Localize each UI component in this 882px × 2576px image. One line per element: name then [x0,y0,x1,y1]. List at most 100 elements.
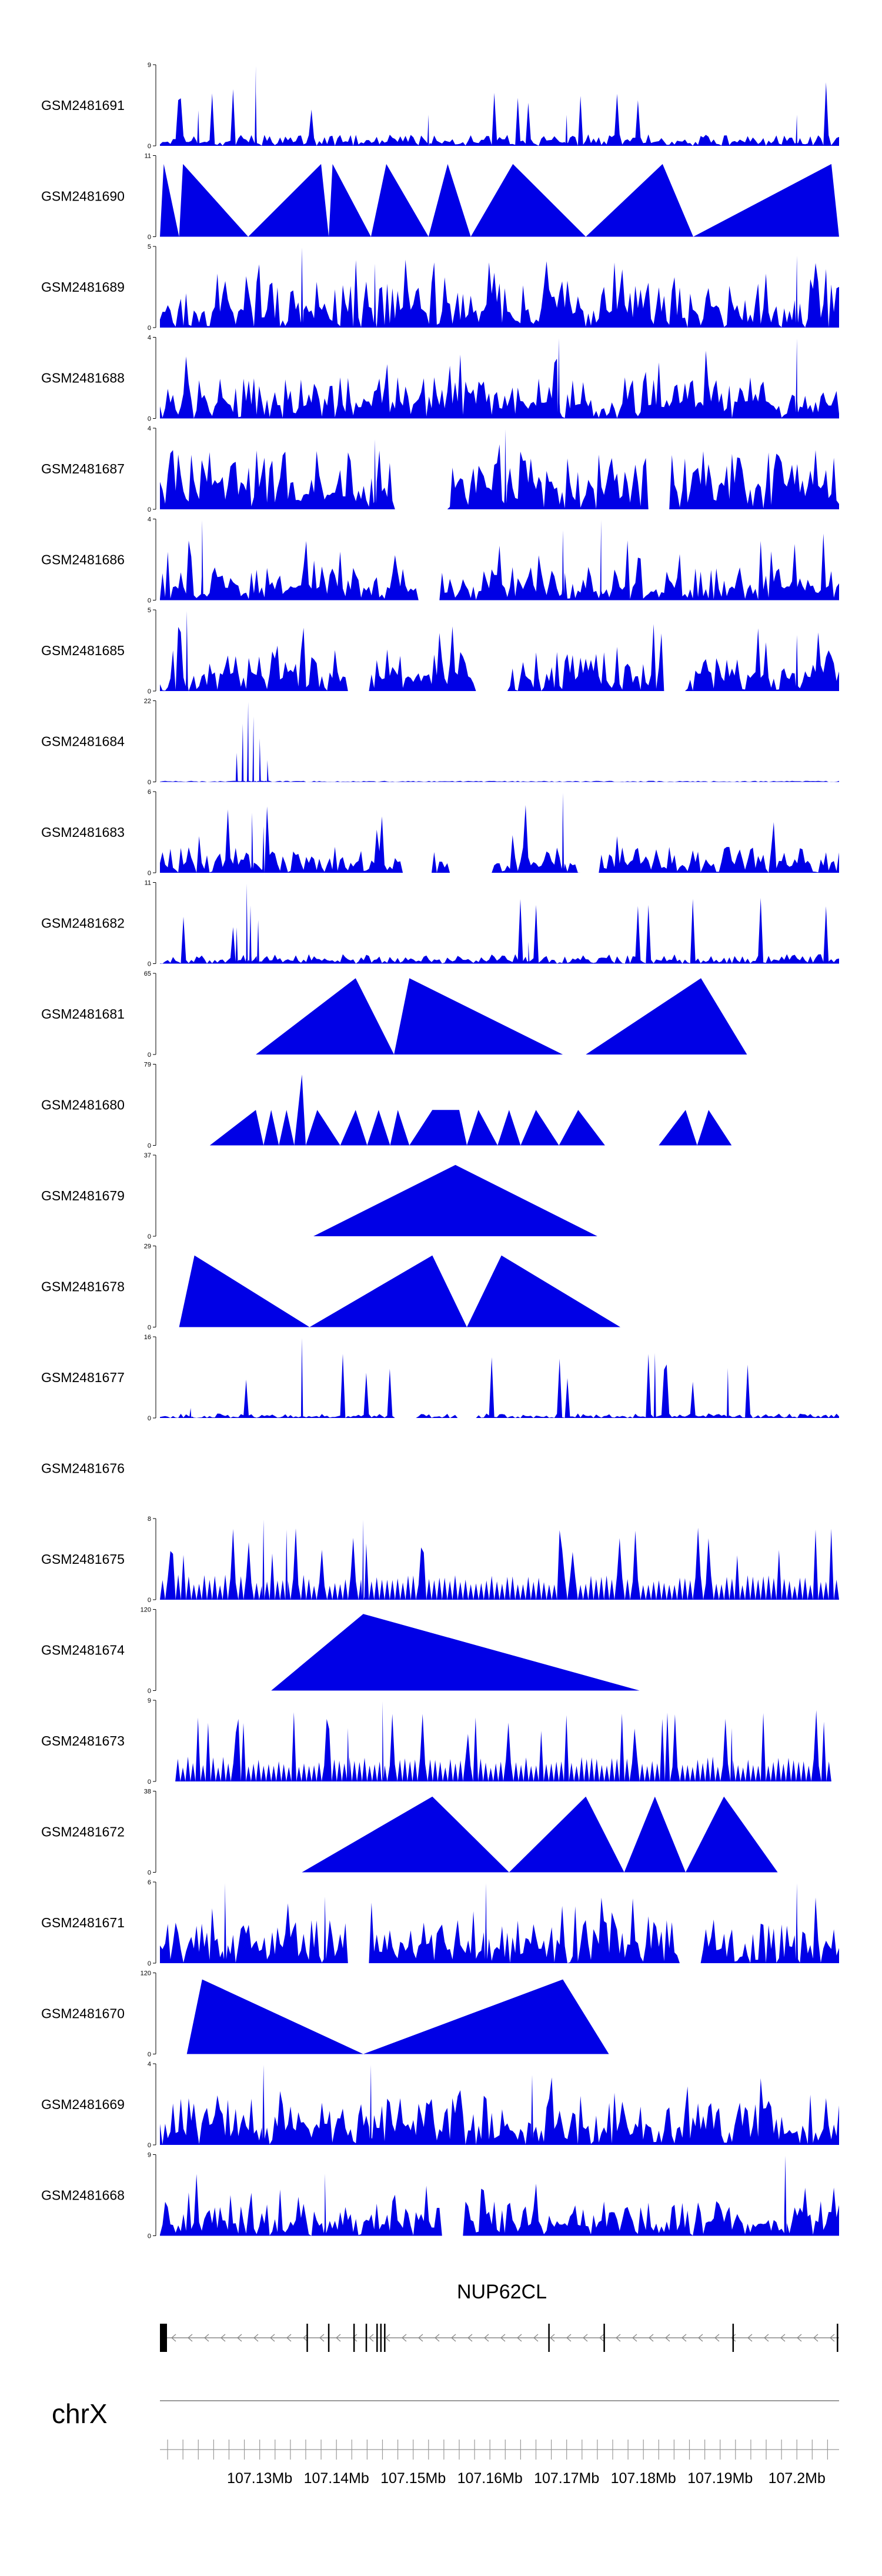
track-y-max-label: 4 [148,425,151,432]
strand-arrow [599,2334,604,2342]
genome-tick-label: 107.15Mb [380,2470,446,2487]
track-y-zero-label: 0 [148,1870,151,1877]
track-y-max-label: 5 [148,607,151,614]
gene-exon [306,2324,308,2352]
track-y-zero-label: 0 [148,2142,151,2149]
strand-arrow [517,2334,522,2342]
track-label: GSM2481672 [41,1824,125,1840]
track-signal-area [160,520,839,600]
track-y-max-label: 22 [144,698,151,705]
track-y-max-label: 37 [144,1152,151,1159]
track-y-zero-label: 0 [148,143,151,150]
strand-arrow [402,2334,407,2342]
track-y-max-label: 120 [141,1607,151,1614]
strand-arrow [632,2334,637,2342]
strand-arrow [451,2334,456,2342]
track-gsm2481679: GSM2481679 37 0 [41,1152,597,1240]
track-y-max-label: 29 [144,1243,151,1250]
track-label: GSM2481688 [41,371,125,386]
track-label: GSM2481691 [41,98,125,113]
track-y-max-label: 16 [144,1334,151,1341]
gene-exon [548,2324,550,2352]
gene-exon [384,2324,386,2352]
genome-tick-label: 107.14Mb [304,2470,369,2487]
track-signal-area [256,978,747,1055]
track-y-max-label: 9 [148,1697,151,1704]
track-y-max-label: 38 [144,1788,151,1796]
track-gsm2481672: GSM2481672 38 0 [41,1788,778,1877]
track-y-zero-label: 0 [148,2051,151,2058]
strand-arrow [533,2334,539,2342]
track-gsm2481668: GSM2481668 9 0 [41,2152,839,2240]
track-signal-area [160,1883,839,1963]
track-label: GSM2481686 [41,552,125,568]
track-gsm2481676: GSM2481676 [41,1461,125,1476]
strand-arrow [813,2334,818,2342]
strand-arrow [204,2334,209,2342]
track-y-zero-label: 0 [148,1415,151,1422]
track-label: GSM2481669 [41,2097,125,2112]
strand-arrow [649,2334,654,2342]
gene-exon [732,2324,734,2352]
track-label: GSM2481687 [41,461,125,476]
track-signal-area [160,611,839,691]
strand-arrow [237,2334,242,2342]
track-signal-area [209,1075,732,1146]
genome-tick-label: 107.2Mb [769,2470,826,2487]
gene-exon [165,2324,167,2352]
track-y-zero-label: 0 [148,1778,151,1786]
track-gsm2481677: GSM2481677 16 0 [41,1334,839,1422]
track-gsm2481671: GSM2481671 6 0 [41,1879,839,1967]
track-gsm2481685: GSM2481685 5 0 [41,607,839,695]
track-label: GSM2481678 [41,1279,125,1294]
track-signal-area [160,248,839,328]
track-label: GSM2481670 [41,2006,125,2021]
track-y-zero-label: 0 [148,961,151,968]
track-signal-area [160,2065,839,2145]
strand-arrow [286,2334,292,2342]
track-y-max-label: 5 [148,243,151,251]
gene-exon [376,2324,378,2352]
track-y-max-label: 9 [148,2152,151,2159]
genome-tick-label: 107.19Mb [687,2470,753,2487]
track-gsm2481681: GSM2481681 65 0 [41,970,747,1059]
track-label: GSM2481689 [41,279,125,295]
track-label: GSM2481679 [41,1188,125,1203]
track-signal-area [160,163,839,237]
gene-annotation-track: NUP62CL [160,2281,839,2352]
gene-exon [837,2324,838,2352]
track-gsm2481686: GSM2481686 4 0 [41,516,839,605]
track-gsm2481684: GSM2481684 22 0 [41,698,839,786]
track-y-max-label: 79 [144,1062,151,1069]
genome-tick-label: 107.13Mb [227,2470,292,2487]
track-gsm2481675: GSM2481675 8 0 [41,1516,839,1604]
strand-arrow [830,2334,835,2342]
strand-arrow [780,2334,786,2342]
strand-arrow [797,2334,802,2342]
track-y-zero-label: 0 [148,779,151,786]
track-signal-area [302,1796,778,1873]
strand-arrow [616,2334,621,2342]
track-signal-area [313,1164,597,1236]
track-y-zero-label: 0 [148,325,151,332]
strand-arrow [352,2334,358,2342]
track-signal-area [160,1520,839,1600]
track-gsm2481680: GSM2481680 79 0 [41,1062,732,1150]
track-y-zero-label: 0 [148,416,151,423]
gene-exon [365,2324,368,2352]
track-signal-area [160,793,839,873]
gene-exon [380,2324,382,2352]
track-y-zero-label: 0 [148,598,151,605]
strand-arrow [500,2334,506,2342]
track-y-max-label: 65 [144,970,151,977]
track-y-zero-label: 0 [148,506,151,513]
strand-arrow [731,2334,736,2342]
track-signal-area [271,1614,640,1691]
gene-name-label: NUP62CL [457,2281,547,2303]
track-y-zero-label: 0 [148,1960,151,1967]
gene-exon [603,2324,605,2352]
track-label: GSM2481673 [41,1733,125,1749]
track-signal-area [179,1255,621,1327]
track-gsm2481691: GSM2481691 9 0 [41,62,839,150]
track-y-max-label: 6 [148,789,151,796]
